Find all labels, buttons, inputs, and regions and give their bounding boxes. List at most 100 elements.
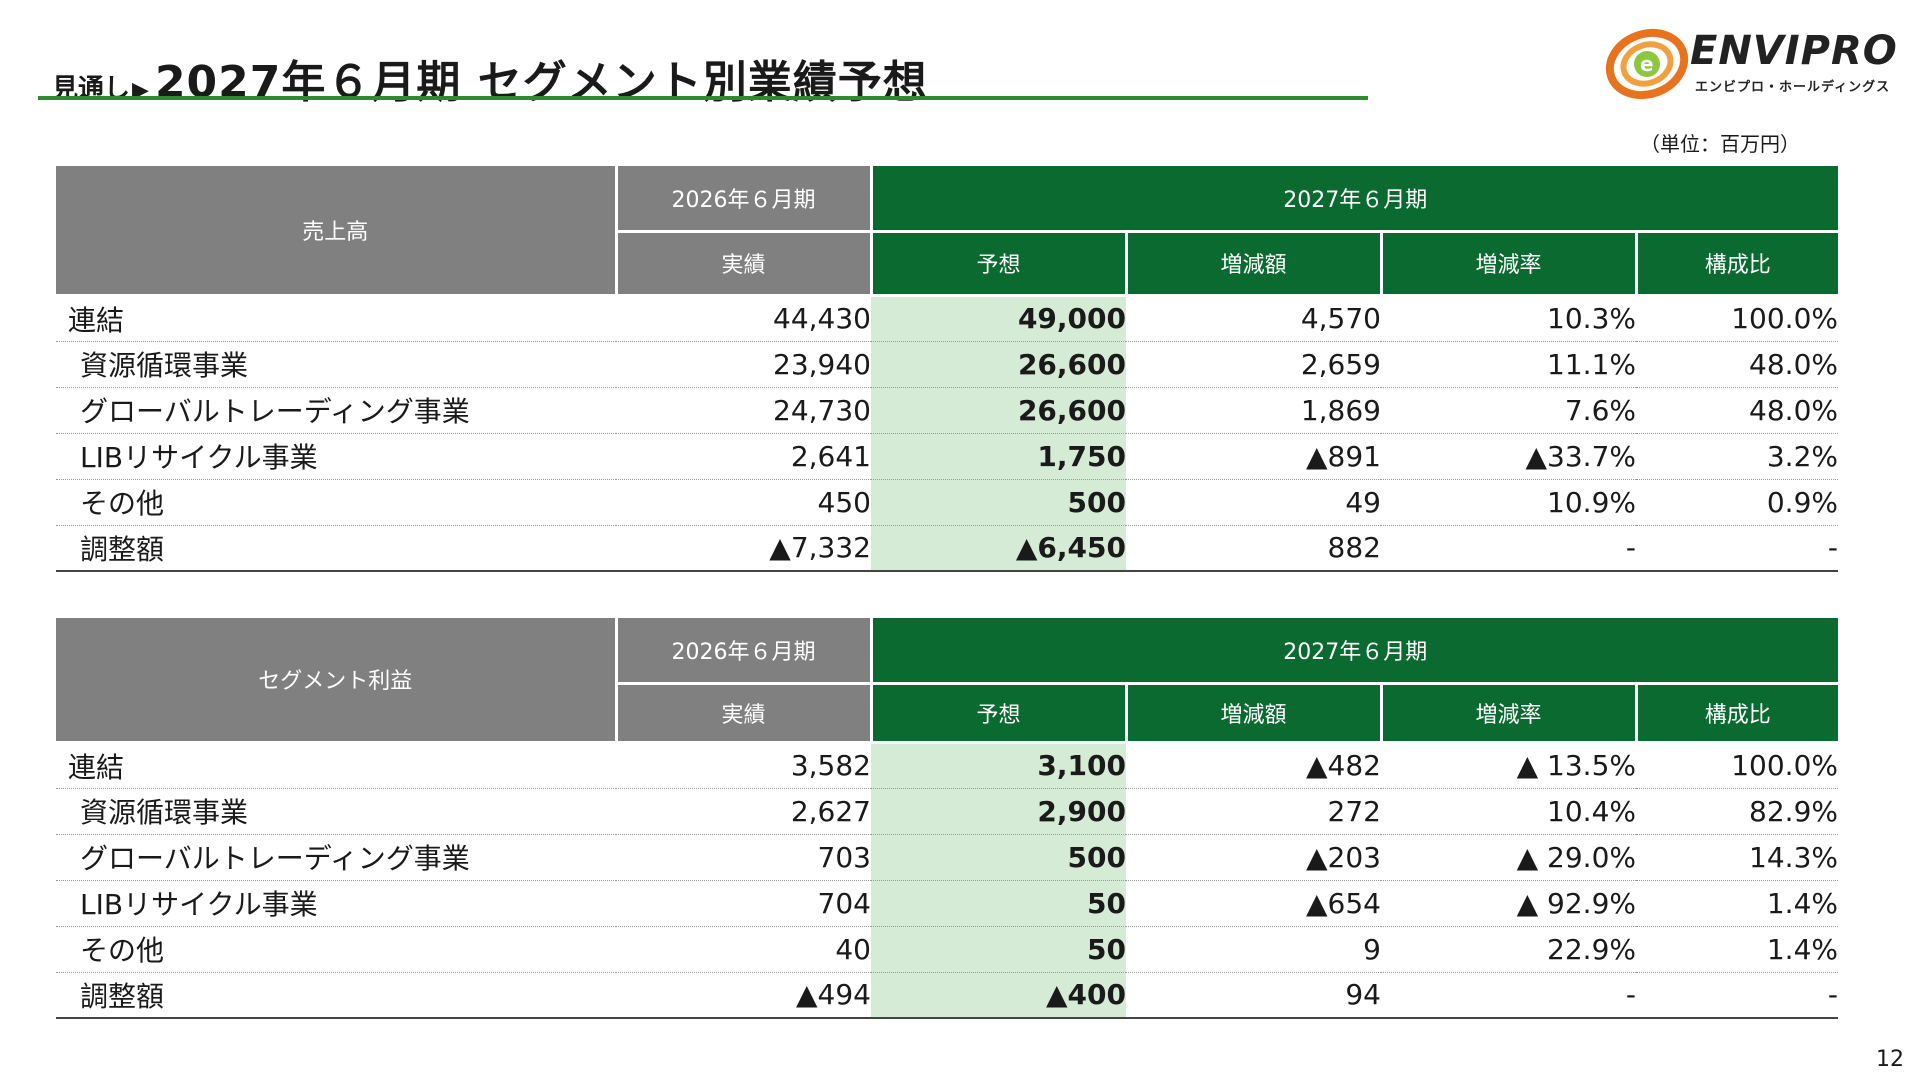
col-rate-header: 増減率 (1381, 683, 1638, 744)
share-cell: 100.0% (1636, 742, 1838, 789)
row-label: 調整額 (56, 525, 616, 572)
col-change-header: 増減額 (1126, 683, 1383, 744)
col-actual-header: 実績 (616, 231, 873, 297)
actual-cell: ▲494 (616, 972, 871, 1019)
share-cell: 1.4% (1636, 880, 1838, 927)
corner-header: 売上高 (56, 166, 618, 297)
actual-cell: 44,430 (616, 295, 871, 342)
forecast-cell: 49,000 (871, 295, 1126, 342)
forecast-cell: 26,600 (871, 341, 1126, 388)
table-row: その他 40 50 9 22.9% 1.4% (56, 926, 1838, 973)
change-cell: 4,570 (1126, 295, 1381, 342)
slide-header: 見通し ▶ 2027年６月期 セグメント別業績予想 (38, 38, 1368, 108)
table-row: 連結 3,582 3,100 ▲482 ▲ 13.5% 100.0% (56, 742, 1838, 789)
logo-swirl-icon: e (1605, 28, 1689, 100)
change-cell: 94 (1126, 972, 1381, 1019)
actual-cell: 40 (616, 926, 871, 973)
table-row: 調整額 ▲494 ▲400 94 - - (56, 972, 1838, 1019)
rate-cell: ▲ 13.5% (1381, 742, 1636, 789)
actual-cell: 2,641 (616, 433, 871, 480)
col-rate-header: 増減率 (1381, 231, 1638, 297)
logo-wordmark: ENVIPRO (1690, 28, 1898, 74)
sales-table: 売上高 2026年６月期 2027年６月期 実績 予想 増減額 増減率 構成比 … (56, 166, 1838, 572)
col-change-header: 増減額 (1126, 231, 1383, 297)
change-cell: 2,659 (1126, 341, 1381, 388)
rate-cell: 22.9% (1381, 926, 1636, 973)
table-row: 資源循環事業 2,627 2,900 272 10.4% 82.9% (56, 788, 1838, 835)
forecast-cell: ▲400 (871, 972, 1126, 1019)
share-cell: 14.3% (1636, 834, 1838, 881)
company-logo: e ENVIPRO エンビプロ・ホールディングス (1605, 26, 1905, 100)
actual-cell: 2,627 (616, 788, 871, 835)
share-cell: 0.9% (1636, 479, 1838, 526)
row-label: 資源循環事業 (56, 788, 616, 835)
share-cell: 82.9% (1636, 788, 1838, 835)
share-cell: - (1636, 972, 1838, 1019)
row-label: 資源循環事業 (56, 341, 616, 388)
title-underline (38, 96, 1368, 100)
row-label: 連結 (56, 742, 616, 789)
forecast-cell: 500 (871, 834, 1126, 881)
row-label: LIBリサイクル事業 (56, 880, 616, 927)
rate-cell: ▲ 29.0% (1381, 834, 1636, 881)
rate-cell: 10.9% (1381, 479, 1636, 526)
table-row: LIBリサイクル事業 704 50 ▲654 ▲ 92.9% 1.4% (56, 880, 1838, 927)
row-label: 連結 (56, 295, 616, 342)
change-cell: ▲891 (1126, 433, 1381, 480)
share-cell: 1.4% (1636, 926, 1838, 973)
share-cell: 100.0% (1636, 295, 1838, 342)
change-cell: 1,869 (1126, 387, 1381, 434)
row-label: LIBリサイクル事業 (56, 433, 616, 480)
segment-profit-table: セグメント利益 2026年６月期 2027年６月期 実績 予想 増減額 増減率 … (56, 618, 1838, 1019)
corner-header: セグメント利益 (56, 618, 618, 744)
rate-cell: - (1381, 525, 1636, 572)
rate-cell: ▲33.7% (1381, 433, 1636, 480)
forecast-cell: 50 (871, 926, 1126, 973)
rate-cell: 10.4% (1381, 788, 1636, 835)
change-cell: ▲654 (1126, 880, 1381, 927)
table-row: その他 450 500 49 10.9% 0.9% (56, 479, 1838, 526)
rate-cell: 7.6% (1381, 387, 1636, 434)
change-cell: 272 (1126, 788, 1381, 835)
change-cell: ▲203 (1126, 834, 1381, 881)
title-main: 2027年６月期 セグメント別業績予想 (154, 57, 928, 108)
col-forecast-header: 予想 (871, 231, 1128, 297)
forecast-cell: 26,600 (871, 387, 1126, 434)
period-next-header: 2027年６月期 (871, 166, 1838, 233)
actual-cell: 704 (616, 880, 871, 927)
table-row: LIBリサイクル事業 2,641 1,750 ▲891 ▲33.7% 3.2% (56, 433, 1838, 480)
forecast-cell: 3,100 (871, 742, 1126, 789)
share-cell: 48.0% (1636, 341, 1838, 388)
col-actual-header: 実績 (616, 683, 873, 744)
page-number: 12 (1876, 1047, 1904, 1072)
forecast-cell: 1,750 (871, 433, 1126, 480)
row-label: その他 (56, 479, 616, 526)
table-row: 調整額 ▲7,332 ▲6,450 882 - - (56, 525, 1838, 572)
row-label: 調整額 (56, 972, 616, 1019)
unit-note: （単位：百万円） (1640, 132, 1800, 156)
table-row: グローバルトレーディング事業 24,730 26,600 1,869 7.6% … (56, 387, 1838, 434)
col-forecast-header: 予想 (871, 683, 1128, 744)
actual-cell: 450 (616, 479, 871, 526)
actual-cell: 3,582 (616, 742, 871, 789)
change-cell: 9 (1126, 926, 1381, 973)
share-cell: - (1636, 525, 1838, 572)
actual-cell: 24,730 (616, 387, 871, 434)
period-prev-header: 2026年６月期 (616, 618, 873, 685)
col-share-header: 構成比 (1636, 231, 1838, 297)
slide-title: 見通し ▶ 2027年６月期 セグメント別業績予想 (52, 46, 928, 110)
period-prev-header: 2026年６月期 (616, 166, 873, 233)
forecast-cell: ▲6,450 (871, 525, 1126, 572)
forecast-cell: 2,900 (871, 788, 1126, 835)
svg-text:e: e (1640, 52, 1654, 76)
row-label: グローバルトレーディング事業 (56, 387, 616, 434)
actual-cell: 703 (616, 834, 871, 881)
actual-cell: ▲7,332 (616, 525, 871, 572)
table-row: 資源循環事業 23,940 26,600 2,659 11.1% 48.0% (56, 341, 1838, 388)
period-next-header: 2027年６月期 (871, 618, 1838, 685)
share-cell: 48.0% (1636, 387, 1838, 434)
table-row: 連結 44,430 49,000 4,570 10.3% 100.0% (56, 295, 1838, 342)
rate-cell: ▲ 92.9% (1381, 880, 1636, 927)
change-cell: 49 (1126, 479, 1381, 526)
share-cell: 3.2% (1636, 433, 1838, 480)
